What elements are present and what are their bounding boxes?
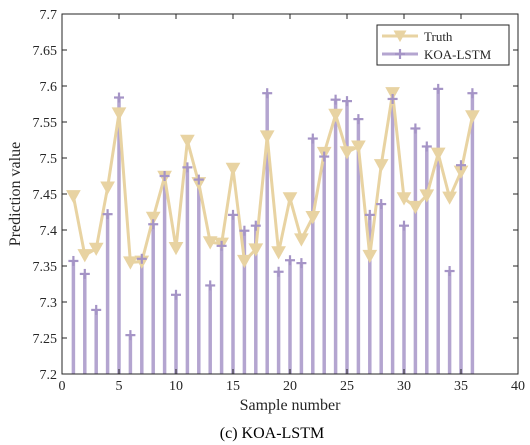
- marker-truth: [385, 87, 400, 101]
- y-tick-label: 7.35: [33, 260, 58, 275]
- marker-koa-lstm: [307, 133, 318, 144]
- legend: Truth KOA-LSTM: [376, 24, 510, 66]
- marker-koa-lstm: [239, 225, 250, 236]
- marker-koa-lstm: [273, 266, 284, 277]
- marker-koa-lstm: [296, 258, 307, 269]
- marker-koa-lstm: [136, 253, 147, 264]
- marker-koa-lstm: [444, 266, 455, 277]
- legend-label-truth: Truth: [424, 29, 453, 44]
- marker-koa-lstm: [285, 255, 295, 266]
- marker-koa-lstm: [262, 88, 273, 99]
- marker-koa-lstm: [205, 280, 216, 291]
- marker-truth: [396, 192, 412, 206]
- marker-koa-lstm: [68, 255, 79, 266]
- marker-truth: [282, 192, 298, 206]
- y-tick-label: 7.3: [40, 296, 58, 311]
- marker-koa-lstm: [433, 83, 444, 94]
- y-axis-label: Prediction value: [7, 142, 24, 246]
- marker-koa-lstm: [250, 220, 261, 231]
- y-tick-label: 7.25: [33, 332, 58, 347]
- marks-layer: [66, 83, 480, 374]
- marker-truth: [180, 134, 195, 148]
- marker-truth: [248, 243, 264, 257]
- marker-koa-lstm: [410, 123, 421, 134]
- marker-truth: [168, 241, 184, 256]
- marker-koa-lstm: [159, 171, 170, 181]
- marker-koa-lstm: [79, 268, 90, 279]
- marker-koa-lstm: [467, 88, 478, 99]
- marker-truth: [111, 107, 127, 121]
- marker-truth: [88, 242, 104, 256]
- marker-truth: [305, 211, 321, 225]
- marker-koa-lstm: [387, 93, 398, 104]
- ticks-layer: 0 5 10 15 20 25 30 35 40 7.2 7.25 7.3 7.35 7.4 7.45 7.5…: [33, 8, 526, 394]
- marker-truth: [373, 159, 389, 173]
- y-tick-label: 7.7: [40, 8, 58, 23]
- marker-truth: [100, 181, 115, 195]
- marker-truth: [442, 191, 457, 205]
- marker-koa-lstm: [342, 96, 352, 107]
- y-tick-label: 7.4: [40, 224, 58, 239]
- marker-koa-lstm: [102, 209, 113, 220]
- marker-truth: [465, 110, 480, 124]
- x-tick-label: 40: [511, 379, 525, 394]
- marker-koa-lstm: [399, 220, 409, 231]
- figure-caption: (c) KOA-LSTM: [220, 425, 324, 442]
- y-tick-label: 7.6: [40, 80, 58, 95]
- marker-truth: [77, 249, 93, 263]
- marker-koa-lstm: [421, 141, 432, 152]
- marker-truth: [351, 140, 366, 154]
- x-tick-label: 15: [226, 379, 240, 394]
- x-tick-label: 20: [283, 379, 297, 394]
- marker-truth: [237, 254, 252, 269]
- marker-truth: [202, 236, 218, 250]
- marker-koa-lstm: [148, 219, 159, 230]
- y-tick-label: 7.45: [33, 188, 58, 203]
- marker-koa-lstm: [125, 330, 136, 341]
- y-tick-label: 7.65: [33, 44, 58, 59]
- marker-truth: [430, 147, 446, 161]
- marker-koa-lstm: [193, 174, 204, 185]
- marker-truth: [271, 246, 286, 260]
- marker-koa-lstm: [353, 114, 364, 125]
- marker-truth: [259, 130, 275, 144]
- marker-koa-lstm: [364, 209, 375, 220]
- marker-truth: [362, 249, 378, 264]
- marker-truth: [328, 108, 343, 123]
- marker-koa-lstm: [91, 304, 102, 315]
- x-tick-label: 10: [169, 379, 183, 394]
- marker-truth: [66, 190, 81, 204]
- marker-koa-lstm: [330, 94, 341, 105]
- marker-koa-lstm: [456, 160, 466, 171]
- marker-koa-lstm: [228, 209, 238, 220]
- marker-koa-lstm: [182, 162, 193, 173]
- x-tick-label: 35: [454, 379, 468, 394]
- x-tick-label: 30: [397, 379, 411, 394]
- marker-koa-lstm: [376, 199, 387, 210]
- marker-truth: [408, 200, 423, 215]
- x-tick-label: 0: [59, 379, 66, 394]
- marker-truth: [419, 189, 435, 203]
- y-tick-label: 7.2: [40, 368, 58, 383]
- line-truth: [71, 91, 474, 264]
- x-axis-label: Sample number: [240, 397, 342, 414]
- marker-koa-lstm: [114, 92, 124, 103]
- marker-truth: [294, 233, 309, 247]
- marker-koa-lstm: [319, 151, 330, 162]
- marker-truth: [123, 256, 138, 270]
- x-tick-label: 5: [116, 379, 123, 394]
- x-tick-label: 25: [340, 379, 354, 394]
- marker-truth: [145, 211, 161, 225]
- y-tick-label: 7.55: [33, 116, 58, 131]
- marker-truth: [225, 162, 241, 177]
- legend-marker-koa-lstm: [395, 49, 405, 59]
- marker-koa-lstm: [171, 289, 181, 300]
- marker-truth: [339, 146, 355, 160]
- legend-marker-truth: [393, 30, 407, 43]
- y-tick-label: 7.5: [40, 152, 58, 167]
- legend-label-koa-lstm: KOA-LSTM: [424, 47, 492, 62]
- marker-koa-lstm: [216, 240, 227, 251]
